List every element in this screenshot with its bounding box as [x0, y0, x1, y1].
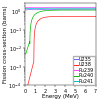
Line: Pu241: Pu241: [25, 8, 96, 9]
Pu239: [65, 7, 66, 8]
Pu239: [78, 7, 79, 8]
Pu239: [67, 7, 68, 8]
Line: U238: U238: [25, 16, 96, 85]
Pu241: [24, 8, 25, 9]
U235: [24, 9, 25, 11]
U238: [85, 16, 86, 17]
Pu241: [65, 8, 67, 9]
Pu241: [85, 8, 86, 9]
Pu240: [78, 9, 79, 11]
U238: [28, 79, 30, 81]
U235: [65, 9, 66, 10]
U235: [69, 9, 70, 10]
Pu240: [69, 9, 70, 11]
U235: [95, 9, 96, 10]
Pu239: [69, 7, 70, 8]
Pu239: [71, 7, 72, 8]
U238: [95, 16, 96, 17]
Pu240: [24, 53, 25, 55]
Pu241: [67, 8, 69, 9]
U235: [85, 9, 86, 10]
X-axis label: Energy (MeV): Energy (MeV): [42, 94, 79, 99]
Pu239: [28, 7, 30, 8]
U235: [76, 9, 77, 10]
U238: [78, 16, 79, 17]
Y-axis label: Fission cross-section (barns): Fission cross-section (barns): [3, 5, 8, 83]
Pu240: [65, 9, 66, 11]
Pu239: [85, 7, 86, 8]
Pu239: [24, 7, 25, 8]
Pu240: [95, 9, 96, 11]
U238: [67, 16, 68, 17]
U235: [28, 9, 30, 10]
Pu240: [28, 43, 30, 44]
U235: [67, 9, 68, 10]
Pu241: [95, 8, 96, 9]
Pu241: [62, 8, 63, 9]
Line: U235: U235: [25, 9, 96, 10]
U238: [24, 85, 25, 86]
Pu241: [78, 8, 79, 9]
Pu241: [28, 8, 30, 9]
Line: Pu240: Pu240: [25, 10, 96, 54]
U238: [69, 16, 70, 17]
U238: [65, 16, 66, 17]
Pu241: [69, 8, 71, 9]
Pu239: [95, 7, 96, 8]
Pu240: [85, 9, 86, 11]
Line: Pu239: Pu239: [25, 7, 96, 8]
Pu240: [67, 9, 68, 11]
Legend: U235, U238, Pu239, Pu240, Pu241: U235, U238, Pu239, Pu240, Pu241: [73, 56, 95, 85]
U235: [78, 9, 79, 10]
